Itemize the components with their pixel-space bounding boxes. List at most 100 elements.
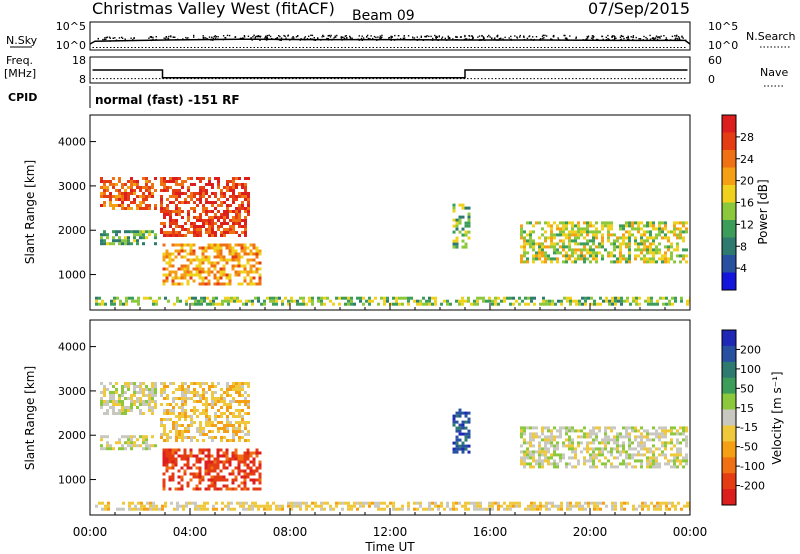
nsky-point	[508, 37, 510, 39]
power-cell	[467, 296, 470, 300]
power-cell	[101, 302, 104, 306]
velocity-cell	[619, 453, 622, 457]
power-cell	[204, 255, 208, 259]
velocity-cell	[124, 435, 127, 439]
nsky-point	[198, 38, 200, 41]
power-cell	[506, 296, 509, 300]
power-cell	[637, 248, 640, 252]
velocity-cell	[586, 441, 589, 445]
power-cell	[580, 251, 583, 255]
velocity-cell	[577, 444, 580, 448]
velocity-cell	[572, 504, 575, 508]
nsky-point	[595, 38, 598, 41]
power-cell	[592, 224, 595, 228]
velocity-colorbar-swatch	[722, 377, 736, 394]
power-cell	[103, 233, 106, 237]
power-cell	[544, 239, 547, 243]
power-cell	[192, 267, 196, 271]
power-cell	[458, 230, 462, 234]
velocity-cell	[302, 501, 305, 505]
velocity-cell	[223, 397, 226, 400]
power-cell	[163, 222, 166, 225]
power-cell	[227, 302, 230, 306]
power-cell	[467, 215, 471, 219]
nsky-point	[241, 37, 244, 39]
nsky-point	[588, 39, 590, 41]
power-cell	[163, 216, 166, 219]
power-cell	[143, 296, 146, 300]
power-cell	[458, 203, 462, 207]
power-cell	[562, 245, 565, 249]
velocity-cell	[163, 424, 166, 427]
velocity-cell	[229, 421, 232, 424]
velocity-cell	[163, 397, 166, 400]
power-cell	[649, 248, 652, 252]
power-cell	[368, 299, 371, 303]
power-cell	[532, 248, 535, 252]
velocity-cell	[127, 441, 130, 445]
freq-line	[92, 69, 688, 79]
velocity-cell	[341, 507, 344, 511]
power-cell	[590, 302, 593, 306]
velocity-cell	[198, 448, 202, 452]
power-cell	[238, 210, 241, 213]
velocity-cell	[640, 432, 643, 436]
power-cell	[601, 254, 604, 258]
velocity-cell	[196, 415, 199, 418]
velocity-cell	[235, 382, 238, 385]
power-cell	[290, 299, 293, 303]
velocity-cell	[204, 460, 208, 464]
power-cell	[664, 224, 667, 228]
power-cell	[210, 261, 214, 265]
power-cell	[232, 186, 235, 189]
power-cell	[595, 254, 598, 258]
power-cell	[121, 207, 124, 210]
power-cell	[130, 207, 133, 210]
power-cell	[103, 195, 106, 198]
velocity-cell	[541, 465, 544, 469]
power-cell	[610, 254, 613, 258]
nsky-point	[105, 38, 107, 41]
power-cell	[148, 233, 151, 237]
velocity-cell	[140, 501, 143, 505]
velocity-cell	[109, 447, 112, 451]
nsky-point	[638, 38, 640, 40]
power-cell	[136, 207, 139, 210]
power-cell	[458, 221, 462, 225]
velocity-cell	[628, 453, 631, 457]
nsky-point	[379, 35, 381, 37]
velocity-cell	[222, 478, 226, 482]
power-cell	[213, 261, 217, 265]
power-cell	[226, 204, 229, 207]
velocity-cell	[359, 501, 362, 505]
power-cell	[229, 210, 232, 213]
velocity-cell	[607, 450, 610, 454]
power-cell	[162, 252, 166, 256]
velocity-cell	[500, 504, 503, 508]
nsky-point	[327, 35, 330, 37]
velocity-colorbar-tick-label: 200	[740, 343, 761, 356]
power-cell	[559, 233, 562, 237]
power-cell	[628, 260, 631, 264]
velocity-cell	[547, 429, 550, 433]
power-cell	[115, 230, 118, 234]
power-cell	[172, 177, 175, 180]
power-cell	[254, 296, 257, 300]
power-cell	[178, 234, 181, 237]
power-cell	[598, 245, 601, 249]
velocity-cell	[616, 447, 619, 451]
velocity-cell	[670, 426, 673, 430]
nsky-point	[614, 37, 616, 39]
power-cell	[386, 299, 389, 303]
velocity-cell	[272, 501, 275, 505]
velocity-cell	[529, 441, 532, 445]
power-cell	[234, 249, 238, 253]
velocity-cell	[118, 412, 121, 415]
power-cell	[455, 245, 459, 249]
power-cell	[610, 260, 613, 264]
nsky-point	[366, 34, 369, 37]
velocity-cell	[539, 501, 542, 505]
velocity-cell	[210, 463, 214, 467]
velocity-cell	[212, 504, 215, 508]
velocity-cell	[103, 388, 106, 391]
